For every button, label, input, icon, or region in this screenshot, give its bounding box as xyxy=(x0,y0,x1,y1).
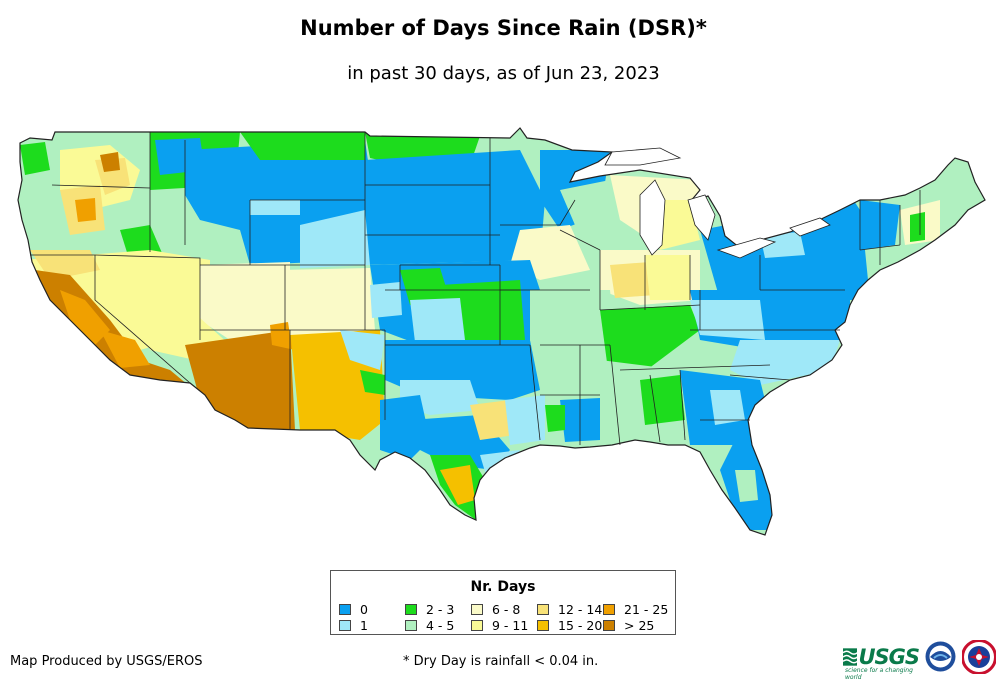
legend-label: 6 - 8 xyxy=(492,602,521,617)
legend-label: 15 - 20 xyxy=(558,618,603,633)
map-title: Number of Days Since Rain (DSR)* xyxy=(300,16,707,40)
legend-swatch xyxy=(603,620,615,631)
legend-swatch xyxy=(471,620,483,631)
legend-item-7: 15 - 20 xyxy=(537,618,602,633)
legend-swatch xyxy=(405,620,417,631)
legend-label: 12 - 14 xyxy=(558,602,603,617)
dry-day-footnote: * Dry Day is rainfall < 0.04 in. xyxy=(403,654,599,669)
legend-label: 1 xyxy=(360,618,368,633)
legend-swatch xyxy=(471,604,483,615)
usgs-wordmark: USGS xyxy=(858,645,920,669)
legend-item-5: 9 - 11 xyxy=(471,618,528,633)
legend-swatch xyxy=(339,604,351,615)
usgs-tagline: science for a changing world xyxy=(845,667,913,681)
legend-swatch xyxy=(537,604,549,615)
map-credit: Map Produced by USGS/EROS xyxy=(10,654,203,669)
usgs-logo: USGS xyxy=(843,642,920,672)
legend-item-0: 0 xyxy=(339,602,368,617)
legend-label: 21 - 25 xyxy=(624,602,669,617)
days-since-rain-map xyxy=(17,127,986,536)
legend-item-2: 2 - 3 xyxy=(405,602,454,617)
legend-label: 0 xyxy=(360,602,368,617)
legend-item-3: 4 - 5 xyxy=(405,618,454,633)
legend-item-1: 1 xyxy=(339,618,368,633)
map-subtitle: in past 30 days, as of Jun 23, 2023 xyxy=(347,63,660,84)
legend-item-6: 12 - 14 xyxy=(537,602,602,617)
legend-title: Nr. Days xyxy=(470,579,536,595)
legend-swatch xyxy=(537,620,549,631)
legend: Nr. Days 0 1 2 - 3 4 - 5 6 - 8 9 - 11 12… xyxy=(330,570,676,635)
legend-label: 9 - 11 xyxy=(492,618,529,633)
nws-seal-icon xyxy=(962,640,996,674)
legend-item-8: 21 - 25 xyxy=(603,602,668,617)
usgs-wave-icon xyxy=(843,648,858,666)
legend-label: > 25 xyxy=(624,618,655,633)
legend-label: 2 - 3 xyxy=(426,602,455,617)
legend-swatch xyxy=(405,604,417,615)
legend-item-9: > 25 xyxy=(603,618,654,633)
noaa-seal-icon xyxy=(925,641,956,672)
legend-label: 4 - 5 xyxy=(426,618,455,633)
legend-item-4: 6 - 8 xyxy=(471,602,520,617)
legend-swatch xyxy=(603,604,615,615)
legend-swatch xyxy=(339,620,351,631)
